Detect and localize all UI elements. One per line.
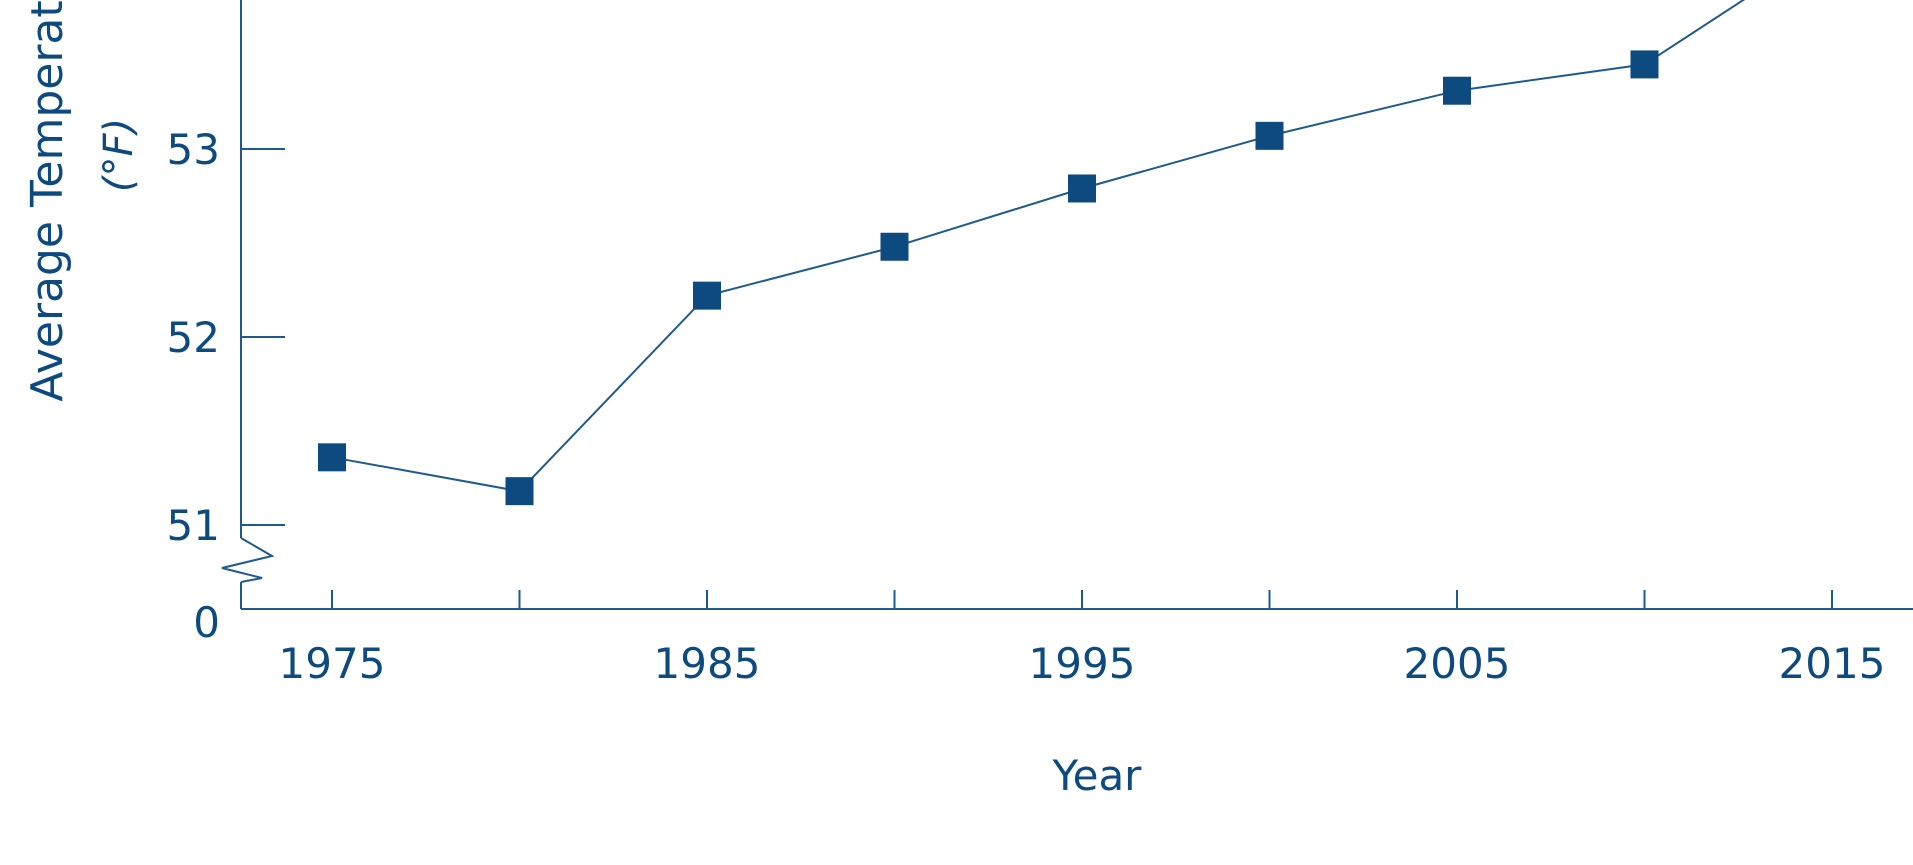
data-point-1980 bbox=[505, 477, 534, 506]
data-point-1990 bbox=[880, 232, 909, 261]
y-tick-label-52: 52 bbox=[167, 313, 220, 362]
data-point-1995 bbox=[1068, 174, 1096, 203]
y-tick-label-0: 0 bbox=[193, 598, 220, 647]
data-point-2005 bbox=[1443, 76, 1471, 105]
y-axis-unit: (°F) bbox=[96, 118, 142, 192]
data-point-1985 bbox=[693, 281, 721, 310]
x-tick-label-1975: 1975 bbox=[279, 639, 386, 688]
y-tick-label-53: 53 bbox=[167, 125, 220, 174]
x-tick-label-2005: 2005 bbox=[1404, 639, 1511, 688]
y-tick-label-51: 51 bbox=[167, 501, 220, 550]
x-tick-label-2015: 2015 bbox=[1779, 639, 1886, 688]
y-axis-break bbox=[221, 537, 275, 583]
x-tick-label-1985: 1985 bbox=[654, 639, 761, 688]
data-point-2000 bbox=[1255, 121, 1284, 150]
data-point-1975 bbox=[318, 443, 346, 472]
data-point-2010 bbox=[1630, 50, 1659, 79]
y-axis-title: Average Temperature bbox=[22, 0, 73, 402]
series-line-0 bbox=[331, 0, 1746, 493]
x-axis-title: Year bbox=[1052, 751, 1143, 800]
x-tick-label-1995: 1995 bbox=[1029, 639, 1136, 688]
